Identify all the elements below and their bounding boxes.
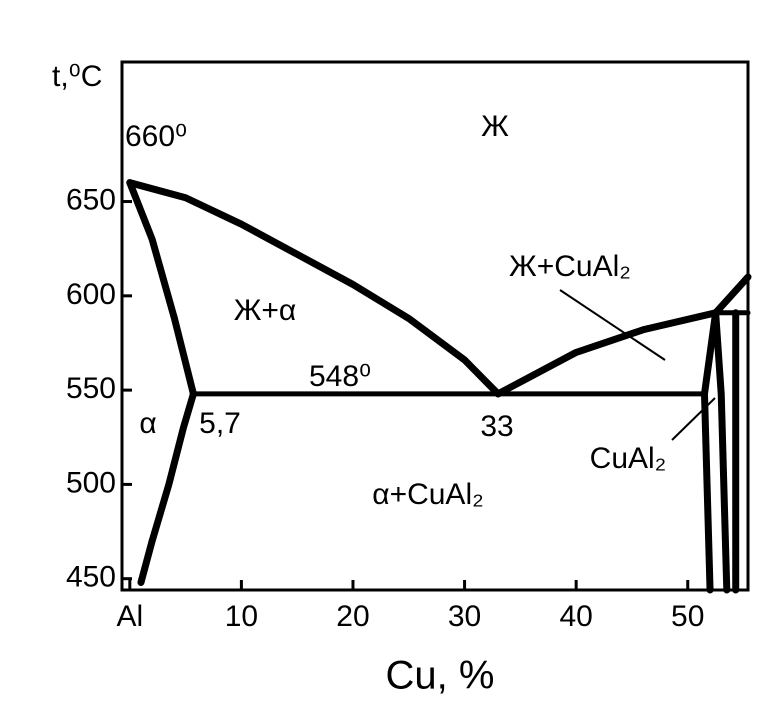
- phase-boundary: [126, 179, 197, 398]
- region-label: Ж+α: [234, 294, 297, 327]
- x-tick-label: 20: [336, 600, 369, 633]
- plot-frame: [120, 60, 750, 592]
- region-label: Ж: [481, 110, 509, 143]
- x-tick-label: 30: [448, 600, 481, 633]
- region-label: α: [139, 407, 156, 440]
- y-tick-label: 650: [66, 183, 116, 216]
- y-axis-label: t,⁰C: [52, 60, 102, 93]
- x-tick-label: Al: [116, 600, 143, 633]
- x-tick-label: 10: [225, 600, 258, 633]
- phase-boundary: [494, 273, 752, 398]
- region-label: Ж+CuAl₂: [509, 250, 631, 283]
- phase-boundary: [700, 309, 720, 594]
- region-label: 548⁰: [309, 360, 371, 393]
- y-tick-label: 550: [66, 372, 116, 405]
- phase-boundary: [126, 179, 502, 398]
- x-tick-label: 40: [559, 600, 592, 633]
- y-tick-label: 600: [66, 278, 116, 311]
- region-label: 660⁰: [125, 120, 187, 153]
- x-axis-label: Cu, %: [386, 654, 495, 698]
- phase-boundary: [137, 390, 197, 586]
- region-label: 33: [480, 410, 513, 443]
- region-label: CuAl₂: [590, 442, 667, 475]
- y-tick-label: 500: [66, 466, 116, 499]
- region-label: α+CuAl₂: [372, 478, 484, 511]
- leader-line: [559, 289, 666, 361]
- phase-boundary: [712, 309, 731, 594]
- region-label: 5,7: [199, 407, 241, 440]
- x-tick-label: 50: [671, 600, 704, 633]
- y-tick-label: 450: [66, 561, 116, 594]
